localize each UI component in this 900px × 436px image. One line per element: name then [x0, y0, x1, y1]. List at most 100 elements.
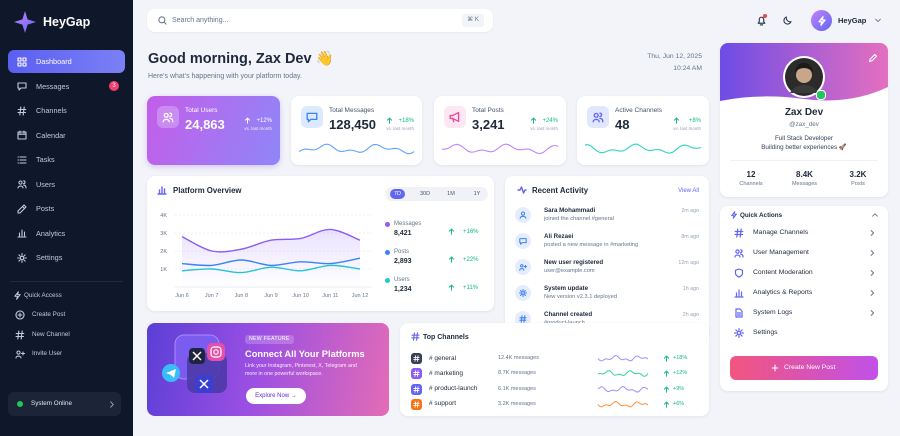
profile-stat-label: Channels [739, 181, 763, 187]
quick-action[interactable]: Content Moderation [728, 265, 880, 281]
nav-label: Messages [36, 81, 70, 91]
create-post-label: Create New Post [784, 364, 836, 371]
nav-item[interactable]: Settings [8, 246, 125, 269]
right-icon [870, 250, 875, 256]
x-tick-label: Jun 10 [292, 293, 309, 299]
promo-button[interactable]: Explore Now → [246, 388, 306, 404]
channels-title: Top Channels [423, 334, 469, 341]
brand: HeyGap [43, 15, 91, 29]
y-tick-label: 4K [160, 213, 167, 219]
sparkline [298, 143, 415, 155]
divider [10, 281, 123, 282]
sparkline [442, 143, 559, 155]
channels-card: Top Channels # general 12.4K messages +18% #… [400, 323, 709, 416]
range-tab[interactable]: 30D [419, 191, 431, 197]
legend-name: Posts [394, 249, 410, 255]
bell-icon [757, 16, 766, 26]
instagram-tile [207, 343, 225, 361]
range-tab[interactable]: 1M [447, 191, 455, 197]
promo-text: Link your Instagram, Pinterest, X, Teleg… [245, 363, 357, 377]
search-box[interactable]: Search anything... ⌘ K [147, 9, 493, 32]
profile-stat-value: 3.2K [849, 170, 867, 179]
up-icon [448, 284, 455, 291]
stat-card: Total Users 24,863 +12% vs. last month [147, 96, 280, 165]
graphic: 1K 2K 3K 4K Jun 6 Jun 7 Jun 8 Jun 9 Jun 10 Jun 11… [160, 213, 372, 299]
quick-access-item[interactable]: Invite User [10, 347, 123, 361]
gear-icon [518, 288, 528, 298]
nav-item[interactable]: Calendar [8, 124, 125, 147]
hash-icon [734, 228, 744, 238]
nav-item[interactable]: Dashboard [8, 50, 125, 73]
stat-icon [444, 106, 466, 128]
channel-icon [411, 353, 422, 364]
activity-icon [515, 285, 531, 301]
profile-stat-label: Messages [791, 181, 818, 187]
activity-time: 8m ago [681, 234, 699, 240]
profile-stat-value: 12 [746, 170, 756, 179]
quick-action[interactable]: Analytics & Reports [728, 285, 880, 301]
telegram-glyph [166, 369, 176, 378]
nav-item[interactable]: Users [8, 173, 125, 196]
legend-name: Messages [394, 221, 422, 227]
user-name: HeyGap [838, 16, 867, 25]
nav-item[interactable]: Analytics [8, 222, 125, 245]
channel-messages: 6.1K messages [498, 385, 536, 392]
channel-icon [411, 368, 422, 380]
quick-actions-title: Quick Actions [740, 212, 783, 219]
quick-access-item[interactable]: Create Post [10, 308, 123, 322]
legend-value: 2,893 [394, 258, 412, 265]
promo-title: Connect All Your Platforms [245, 349, 365, 359]
gear-icon [17, 252, 27, 263]
stat-label: Total Users [185, 107, 218, 114]
stat-change: +12% [256, 118, 272, 124]
online-dot [816, 90, 826, 100]
status-box[interactable]: System Online [8, 392, 121, 416]
range-tab[interactable]: 7D [390, 189, 405, 199]
right-icon [110, 400, 114, 408]
right-icon [870, 230, 875, 236]
quick-action[interactable]: User Management [728, 245, 880, 261]
logo-star [14, 11, 36, 33]
quick-access-label: Invite User [32, 350, 63, 357]
profile-name: Zax Dev [784, 107, 824, 118]
channel-messages: 3.2K messages [498, 400, 536, 407]
quick-access-label: Create Post [32, 311, 66, 318]
x-tick-label: Jun 9 [264, 293, 277, 299]
hash-icon [413, 355, 420, 362]
create-post-button[interactable]: Create New Post [730, 356, 878, 380]
promo-badge: NEW FEATURE [245, 335, 294, 345]
legend-dot [385, 250, 390, 255]
channel-change: +9% [673, 385, 685, 392]
ig-glyph [213, 349, 219, 355]
list-icon [17, 155, 27, 164]
hash-icon [411, 332, 420, 341]
up-icon [673, 117, 680, 124]
legend-name: Users [394, 277, 410, 283]
search-placeholder: Search anything... [172, 17, 229, 24]
chart-icon [734, 289, 744, 298]
quick-action[interactable]: Settings [728, 325, 880, 341]
nav-item[interactable]: Channels [8, 99, 125, 122]
stat-note: vs. last month [530, 126, 558, 131]
channel-change: +6% [673, 400, 685, 407]
nav-item[interactable]: Messages 3 [8, 75, 125, 98]
quick-action[interactable]: Manage Channels [728, 225, 880, 241]
x-tick-label: Jun 7 [205, 293, 218, 299]
nav-item[interactable]: Posts [8, 197, 125, 220]
stat-change: +24% [542, 118, 558, 124]
avatar-small[interactable] [811, 10, 832, 31]
channel-messages: 8.7K messages [498, 370, 536, 377]
activity-item-title: New user registered [544, 259, 604, 266]
stat-card: Total Messages 128,450 +18% vs. last month [291, 96, 422, 165]
userplus-icon [519, 264, 528, 271]
activity-time: 12m ago [678, 260, 699, 266]
users-icon [734, 249, 744, 258]
view-all[interactable]: View All [678, 188, 699, 194]
graphic [162, 334, 227, 393]
graphic [298, 143, 415, 155]
range-tab[interactable]: 1Y [473, 191, 481, 197]
activity-item-detail: user@example.com [544, 268, 595, 274]
quick-access-item[interactable]: New Channel [10, 328, 123, 342]
nav-item[interactable]: Tasks [8, 148, 125, 171]
quick-action[interactable]: System Logs [728, 305, 880, 321]
